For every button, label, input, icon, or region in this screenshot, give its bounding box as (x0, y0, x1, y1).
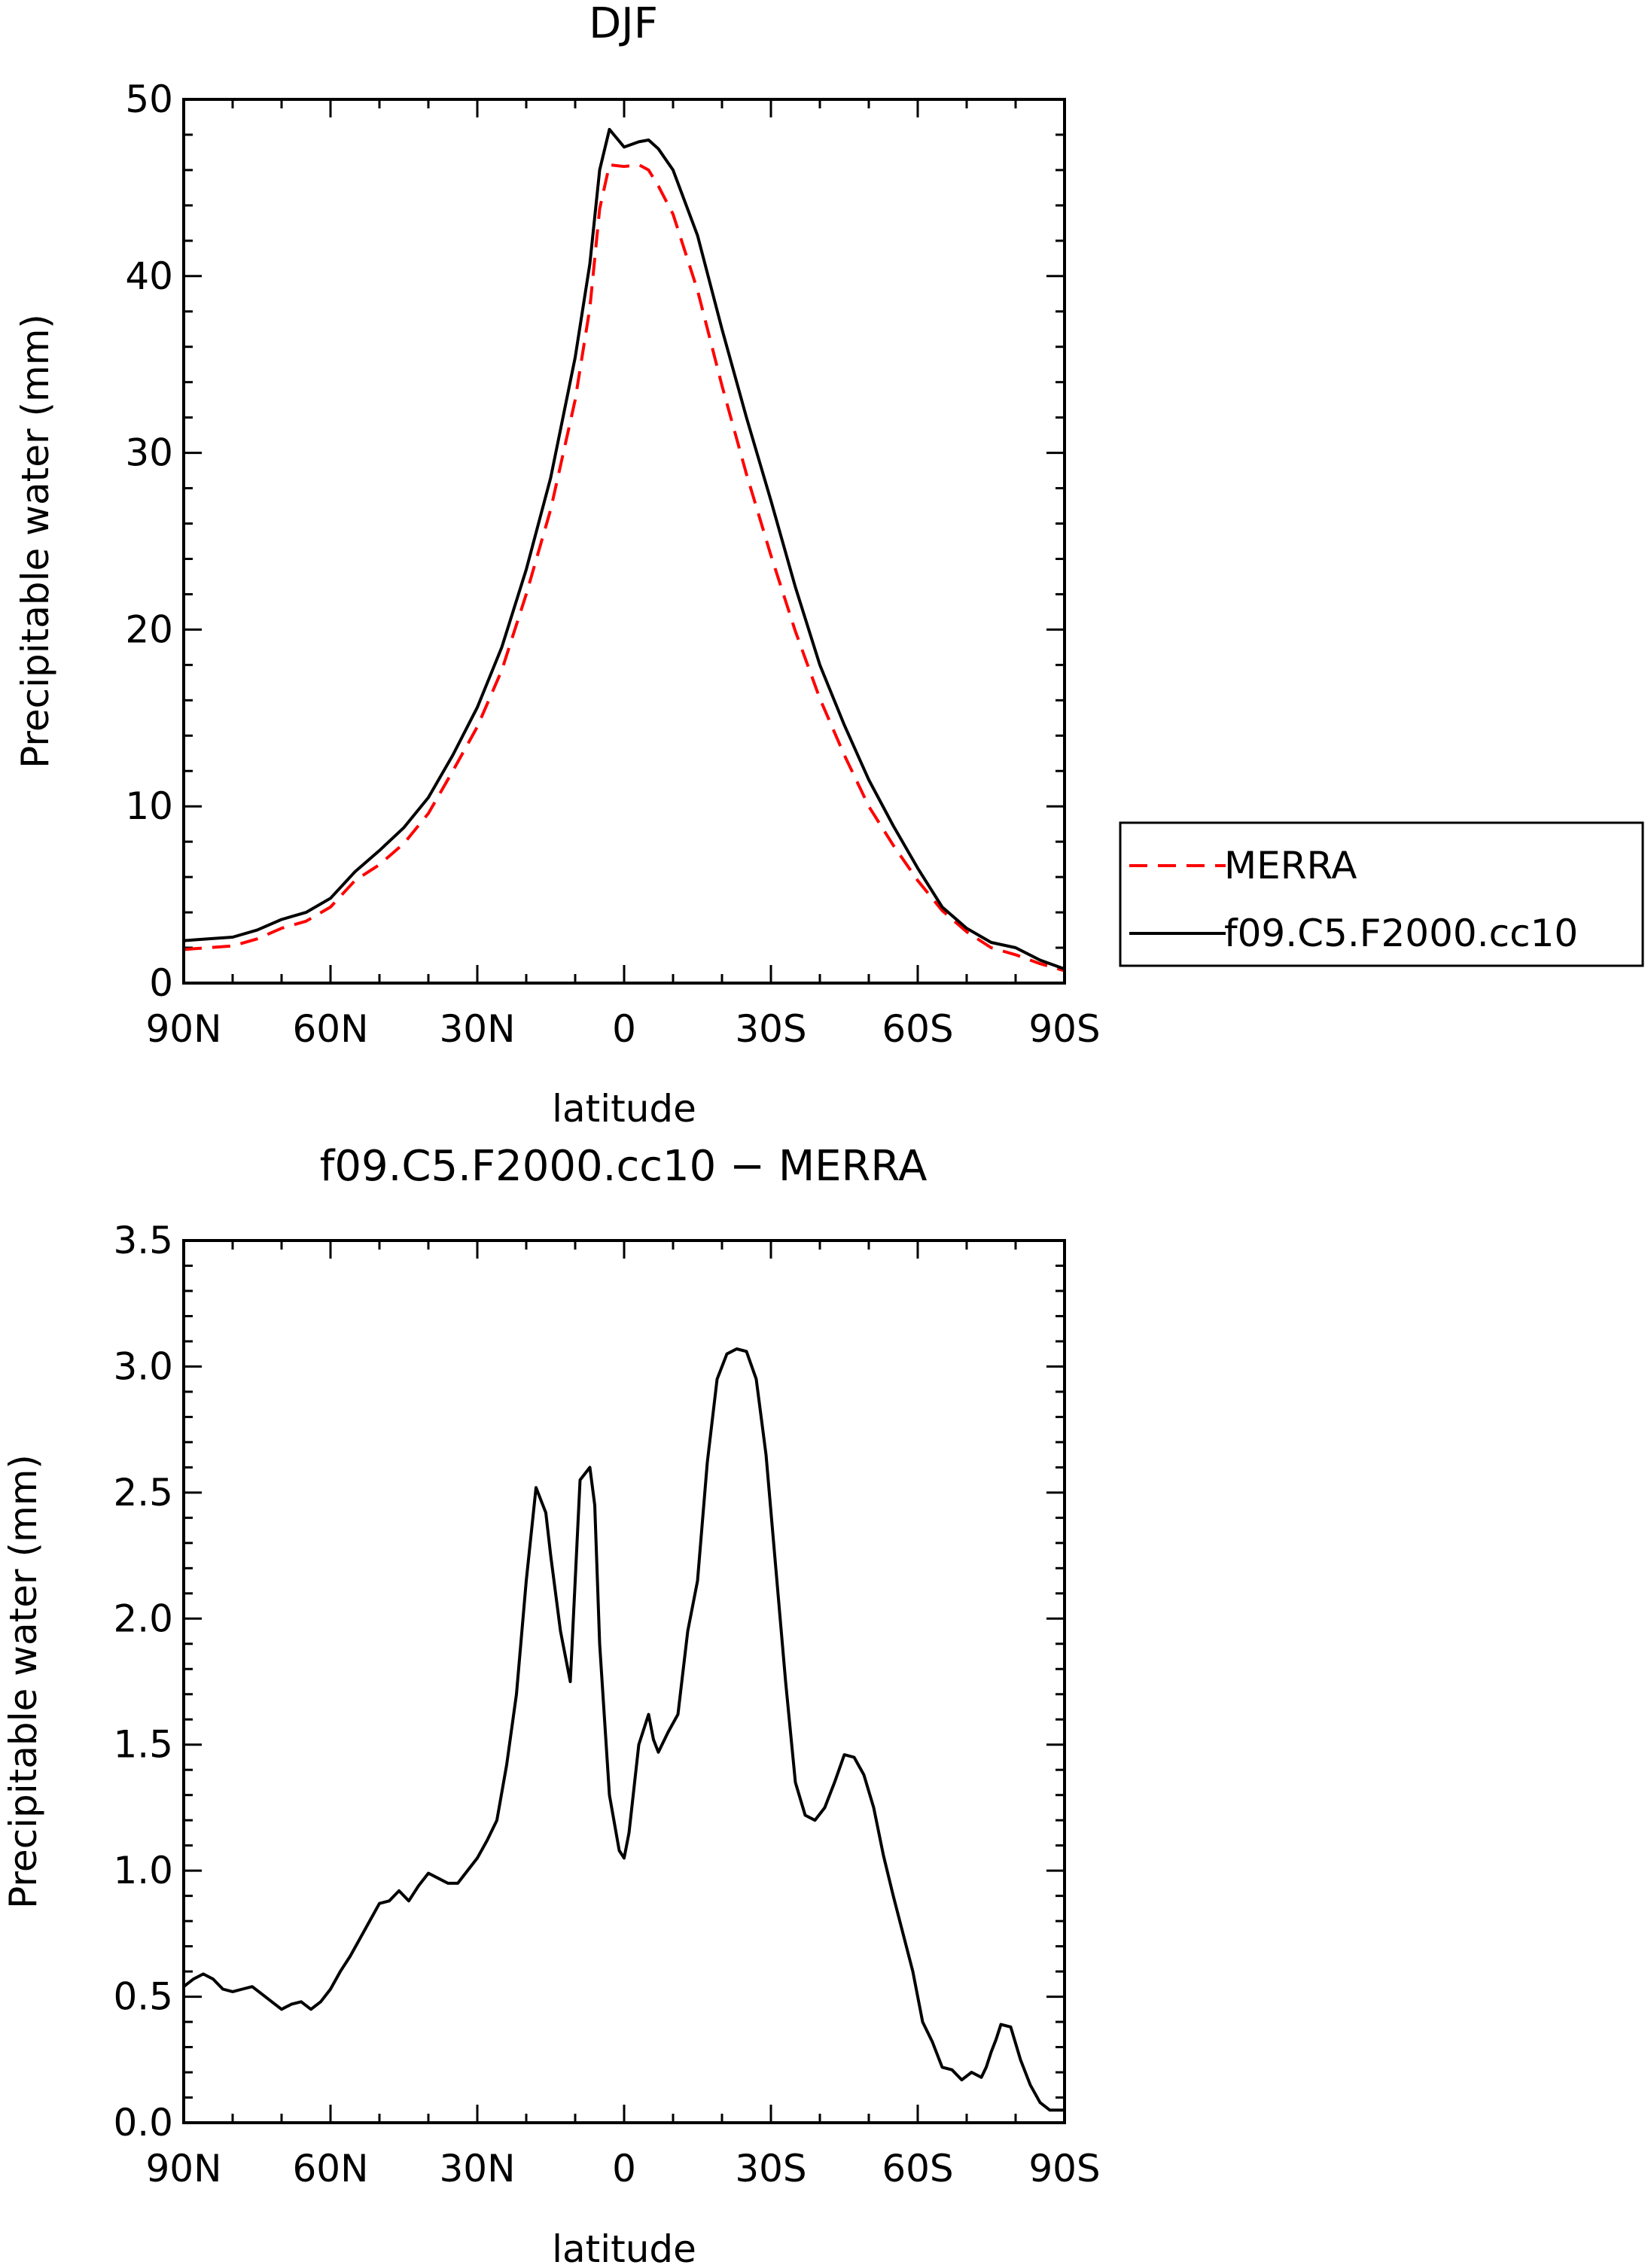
x-tick-label: 90S (1028, 1007, 1100, 1051)
x-tick-label: 60S (882, 2147, 953, 2190)
y-tick-label: 40 (125, 254, 173, 298)
legend-box (1119, 821, 1644, 967)
x-tick-label: 60N (292, 1007, 368, 1051)
y-tick-label: 1.0 (113, 1849, 173, 1892)
bottom-x-tick-labels: 90N 60N 30N 0 30S 60S 90S (145, 2147, 1100, 2190)
y-tick-label: 50 (125, 78, 173, 121)
top-y-axis-label: Precipitable water (mm) (14, 314, 57, 769)
y-tick-label: 0.5 (113, 1975, 173, 2019)
y-tick-label: 1.5 (113, 1723, 173, 1767)
x-tick-label: 90S (1028, 2147, 1100, 2190)
x-tick-label: 30N (439, 2147, 515, 2190)
x-tick-label: 30S (735, 2147, 806, 2190)
top-y-tick-labels: 0 10 20 30 40 50 (125, 78, 173, 1005)
y-tick-label: 0 (149, 961, 173, 1005)
legend: MERRA f09.C5.F2000.cc10 (1119, 821, 1644, 967)
series-line-model (183, 127, 1065, 971)
legend-entry-merra: MERRA (1224, 844, 1357, 887)
top-chart-title: DJF (589, 0, 658, 48)
x-tick-label: 60S (882, 1007, 953, 1051)
bottom-y-axis-label: Precipitable water (mm) (2, 1454, 45, 1909)
bottom-data-lines (182, 1347, 1065, 2112)
y-tick-label: 20 (125, 607, 173, 651)
x-tick-label: 60N (292, 2147, 368, 2190)
x-tick-label: 0 (612, 1007, 636, 1051)
x-tick-label: 90N (145, 1007, 221, 1051)
x-tick-label: 0 (612, 2147, 636, 2190)
x-tick-label: 30N (439, 1007, 515, 1051)
bottom-chart-title: f09.C5.F2000.cc10 − MERRA (320, 1142, 928, 1191)
series-line-merra (183, 163, 1065, 973)
bottom-y-tick-labels: 0.0 0.5 1.0 1.5 2.0 2.5 3.0 3.5 (113, 1219, 173, 2145)
y-tick-label: 30 (125, 431, 173, 475)
top-x-axis-label: latitude (552, 1087, 696, 1131)
legend-entry-model: f09.C5.F2000.cc10 (1224, 912, 1578, 955)
bottom-x-axis-label: latitude (552, 2227, 696, 2268)
y-tick-label: 2.5 (113, 1471, 173, 1515)
series-line-model (182, 1347, 1065, 2112)
y-tick-label: 0.0 (113, 2101, 173, 2145)
top-panel: DJF 90N 60N 30N 0 30S 60S 90S 0 10 20 30 40 50 lati… (14, 0, 1101, 1131)
x-tick-label: 30S (735, 1007, 806, 1051)
top-x-tick-labels: 90N 60N 30N 0 30S 60S 90S (145, 1007, 1100, 1051)
bottom-tick-marks (182, 1239, 1066, 2124)
bottom-panel: f09.C5.F2000.cc10 − MERRA 90N 60N 30N 0 30S 6… (2, 1142, 1101, 2268)
y-tick-label: 2.0 (113, 1597, 173, 1640)
top-tick-marks (182, 98, 1066, 985)
y-tick-label: 3.0 (113, 1344, 173, 1388)
bottom-plot-frame (182, 1239, 1066, 2124)
x-tick-label: 90N (145, 2147, 221, 2190)
y-tick-label: 10 (125, 784, 173, 828)
top-data-lines (183, 127, 1065, 973)
top-plot-frame (182, 98, 1066, 985)
y-tick-label: 3.5 (113, 1219, 173, 1262)
